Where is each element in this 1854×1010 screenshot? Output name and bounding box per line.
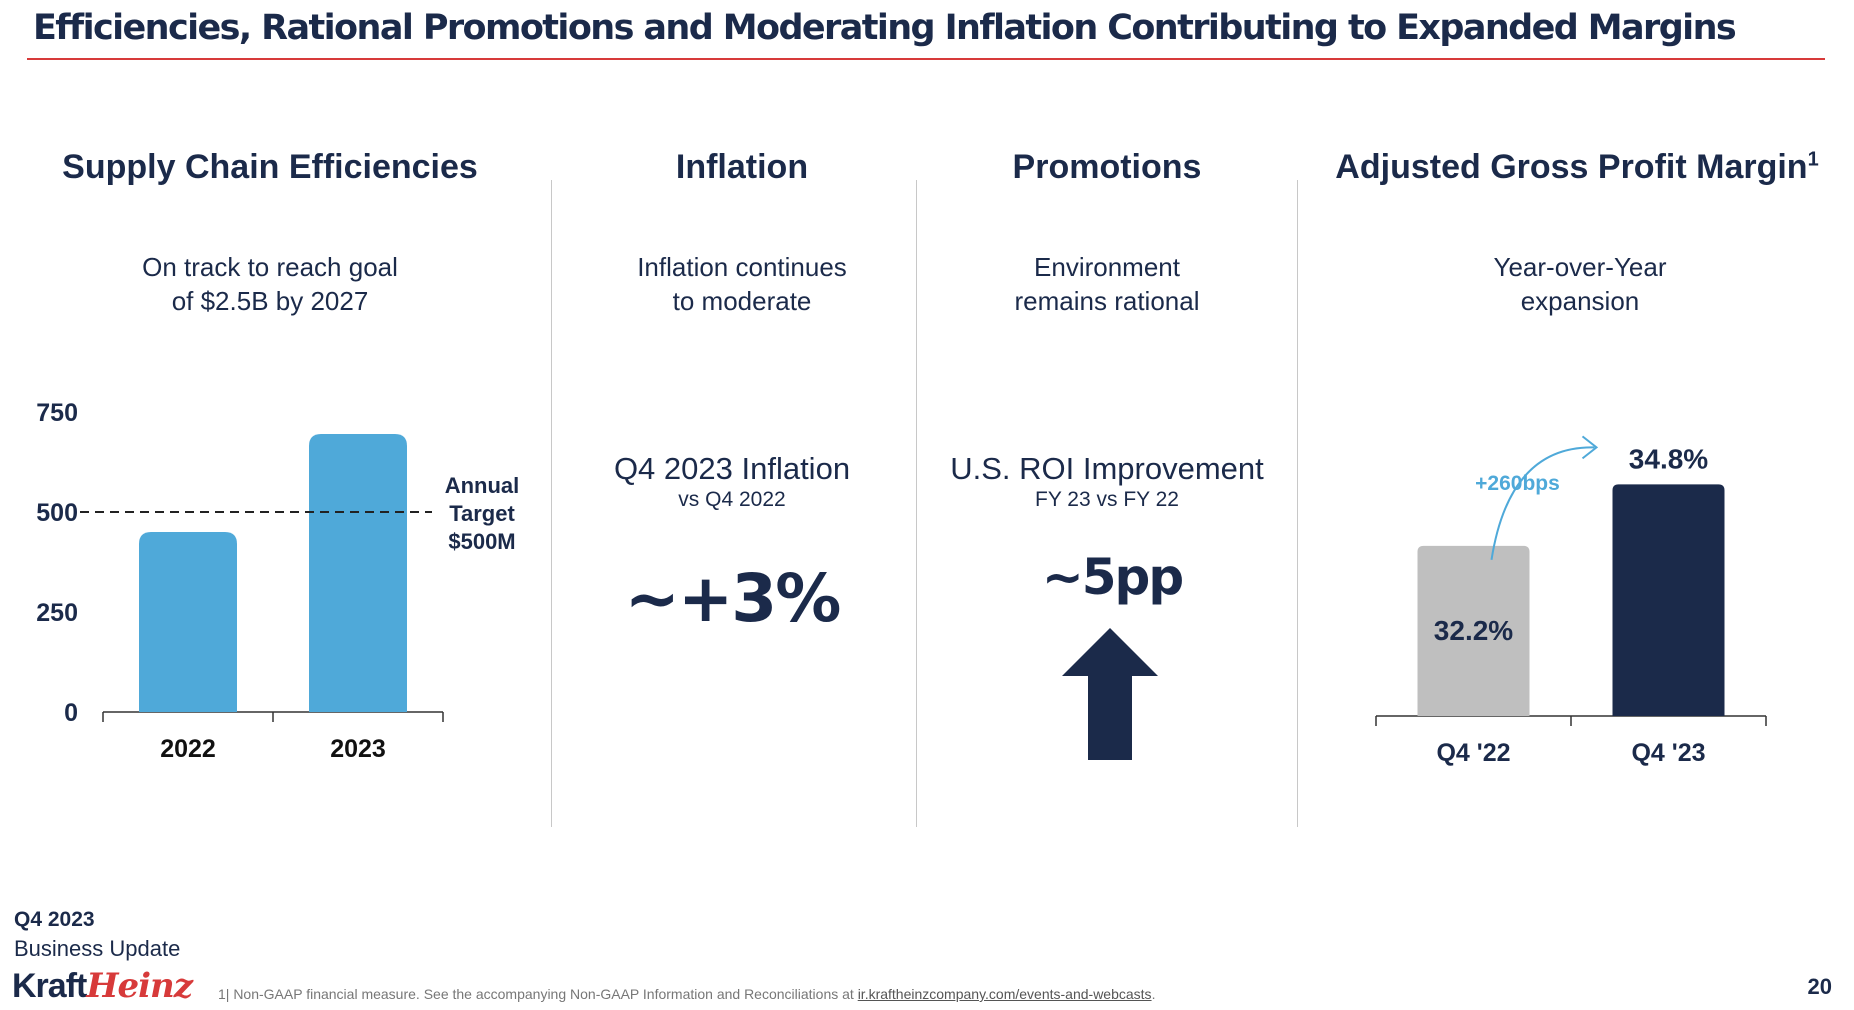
- supply-chain-chart: 0 250 500 750 2022 2023 Annual Target $500M: [36, 399, 520, 763]
- slide-title: Efficiencies, Rational Promotions and Mo…: [33, 8, 1737, 48]
- delta-label: +260bps: [1475, 472, 1560, 495]
- target-label-line-1: Target: [449, 501, 515, 526]
- margin-heading: Adjusted Gross Profit Margin1: [1300, 148, 1854, 187]
- inflation-metric-label: Q4 2023 Inflation: [613, 451, 851, 486]
- divider-2: [916, 180, 917, 827]
- promotions-heading: Promotions: [1012, 148, 1202, 186]
- promotions-metric-label: U.S. ROI Improvement: [950, 451, 1264, 486]
- target-label-line-0: Annual: [445, 473, 520, 498]
- y-tick-label-1: 250: [36, 599, 78, 627]
- delta-arrowhead-icon: [1581, 435, 1599, 460]
- promotions-subtitle: Environment remains rational: [1014, 252, 1200, 316]
- inflation-heading: Inflation: [675, 148, 809, 186]
- promotions-metric-value: ~5pp: [1041, 548, 1184, 606]
- data-label-1: 34.8%: [1629, 443, 1708, 474]
- supply-chain-heading: Supply Chain Efficiencies: [62, 148, 478, 186]
- x-tick-label-2022: 2022: [160, 735, 216, 763]
- x-tick-label-1: Q4 '23: [1631, 739, 1705, 767]
- target-label-line-2: $500M: [448, 529, 515, 554]
- margin-subtitle: Year-over-Year expansion: [1493, 252, 1667, 316]
- y-tick-label-3: 750: [36, 399, 78, 427]
- divider-3: [1297, 180, 1298, 827]
- bar-Q4 '23: [1612, 484, 1725, 716]
- kraftheinz-logo: KraftHeinz: [12, 966, 193, 1006]
- inflation-metric-sublabel: vs Q4 2022: [678, 488, 786, 511]
- inflation-subtitle: Inflation continues to moderate: [637, 252, 847, 316]
- footnote: 1| Non-GAAP financial measure. See the a…: [218, 986, 1156, 1002]
- title-underline: [27, 58, 1825, 60]
- x-tick-label-2023: 2023: [330, 735, 386, 763]
- supply-chain-subtitle: On track to reach goal of $2.5B by 2027: [142, 252, 398, 316]
- delta-arrow-curve: [1490, 446, 1595, 560]
- footnote-link[interactable]: ir.kraftheinzcompany.com/events-and-webc…: [857, 986, 1152, 1002]
- data-label-0: 32.2%: [1434, 615, 1513, 646]
- x-tick-label-0: Q4 '22: [1436, 739, 1510, 767]
- bar-2023: [309, 434, 407, 712]
- y-tick-label-2: 500: [36, 499, 78, 527]
- margin-chart: Q4 '22 Q4 '23 32.2% 34.8% +260bps: [1375, 435, 1767, 767]
- promotions-metric-sublabel: FY 23 vs FY 22: [1035, 488, 1179, 511]
- footer-period: Q4 2023: [14, 908, 95, 931]
- up-arrow-icon: [1062, 628, 1158, 760]
- inflation-metric-value: ~+3%: [624, 560, 842, 637]
- footer-subtitle: Business Update: [14, 936, 181, 961]
- divider-1: [551, 180, 552, 827]
- margin-heading-footnote: 1: [1807, 148, 1819, 171]
- bar-Q4 '22: [1417, 545, 1530, 716]
- bar-2022: [139, 532, 237, 712]
- y-tick-label-0: 0: [64, 699, 78, 727]
- margin-heading-text: Adjusted Gross Profit Margin: [1335, 148, 1808, 186]
- page-number: 20: [1807, 974, 1832, 999]
